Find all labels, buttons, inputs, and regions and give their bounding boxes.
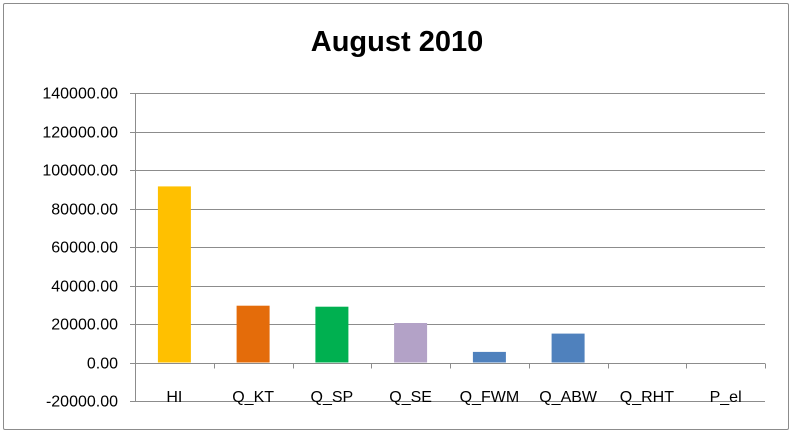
- x-tick-labels: HI Q_KT Q_SP Q_SE Q_FWM Q_ABW Q_RHT P_el: [166, 389, 741, 406]
- x-tick-label: Q_KT: [232, 389, 274, 406]
- y-tick-label: 140000.00: [42, 86, 118, 103]
- y-tick-label: 20000.00: [51, 317, 118, 334]
- x-tick-label: Q_ABW: [539, 389, 598, 406]
- chart-title: August 2010: [310, 26, 484, 58]
- bar-q-se: [394, 323, 428, 363]
- axes: [130, 93, 766, 402]
- y-tick-label: -20000.00: [46, 394, 118, 411]
- bar-hi: [157, 186, 191, 363]
- bar-q-sp: [315, 306, 349, 363]
- y-tick-label: 80000.00: [51, 202, 118, 219]
- x-tick-label: P_el: [710, 389, 742, 406]
- y-tick-label: 60000.00: [51, 240, 118, 257]
- bars: [157, 186, 585, 363]
- y-tick-label: 120000.00: [42, 125, 118, 142]
- x-tick-label: Q_SE: [389, 389, 432, 406]
- bar-q-kt: [236, 305, 270, 363]
- y-tick-label: 40000.00: [51, 279, 118, 296]
- bar-q-abw: [551, 333, 585, 363]
- x-tick-label: Q_SP: [311, 389, 354, 406]
- bar-q-fwm: [472, 351, 506, 363]
- gridlines: [135, 93, 765, 402]
- y-tick-labels: -20000.00 0.00 20000.00 40000.00 60000.00 800…: [42, 86, 118, 411]
- x-tick-label: HI: [166, 389, 182, 406]
- y-tick-label: 100000.00: [42, 163, 118, 180]
- x-tick-label: Q_FWM: [460, 389, 520, 406]
- x-tick-label: Q_RHT: [620, 389, 674, 406]
- y-tick-label: 0.00: [87, 356, 118, 373]
